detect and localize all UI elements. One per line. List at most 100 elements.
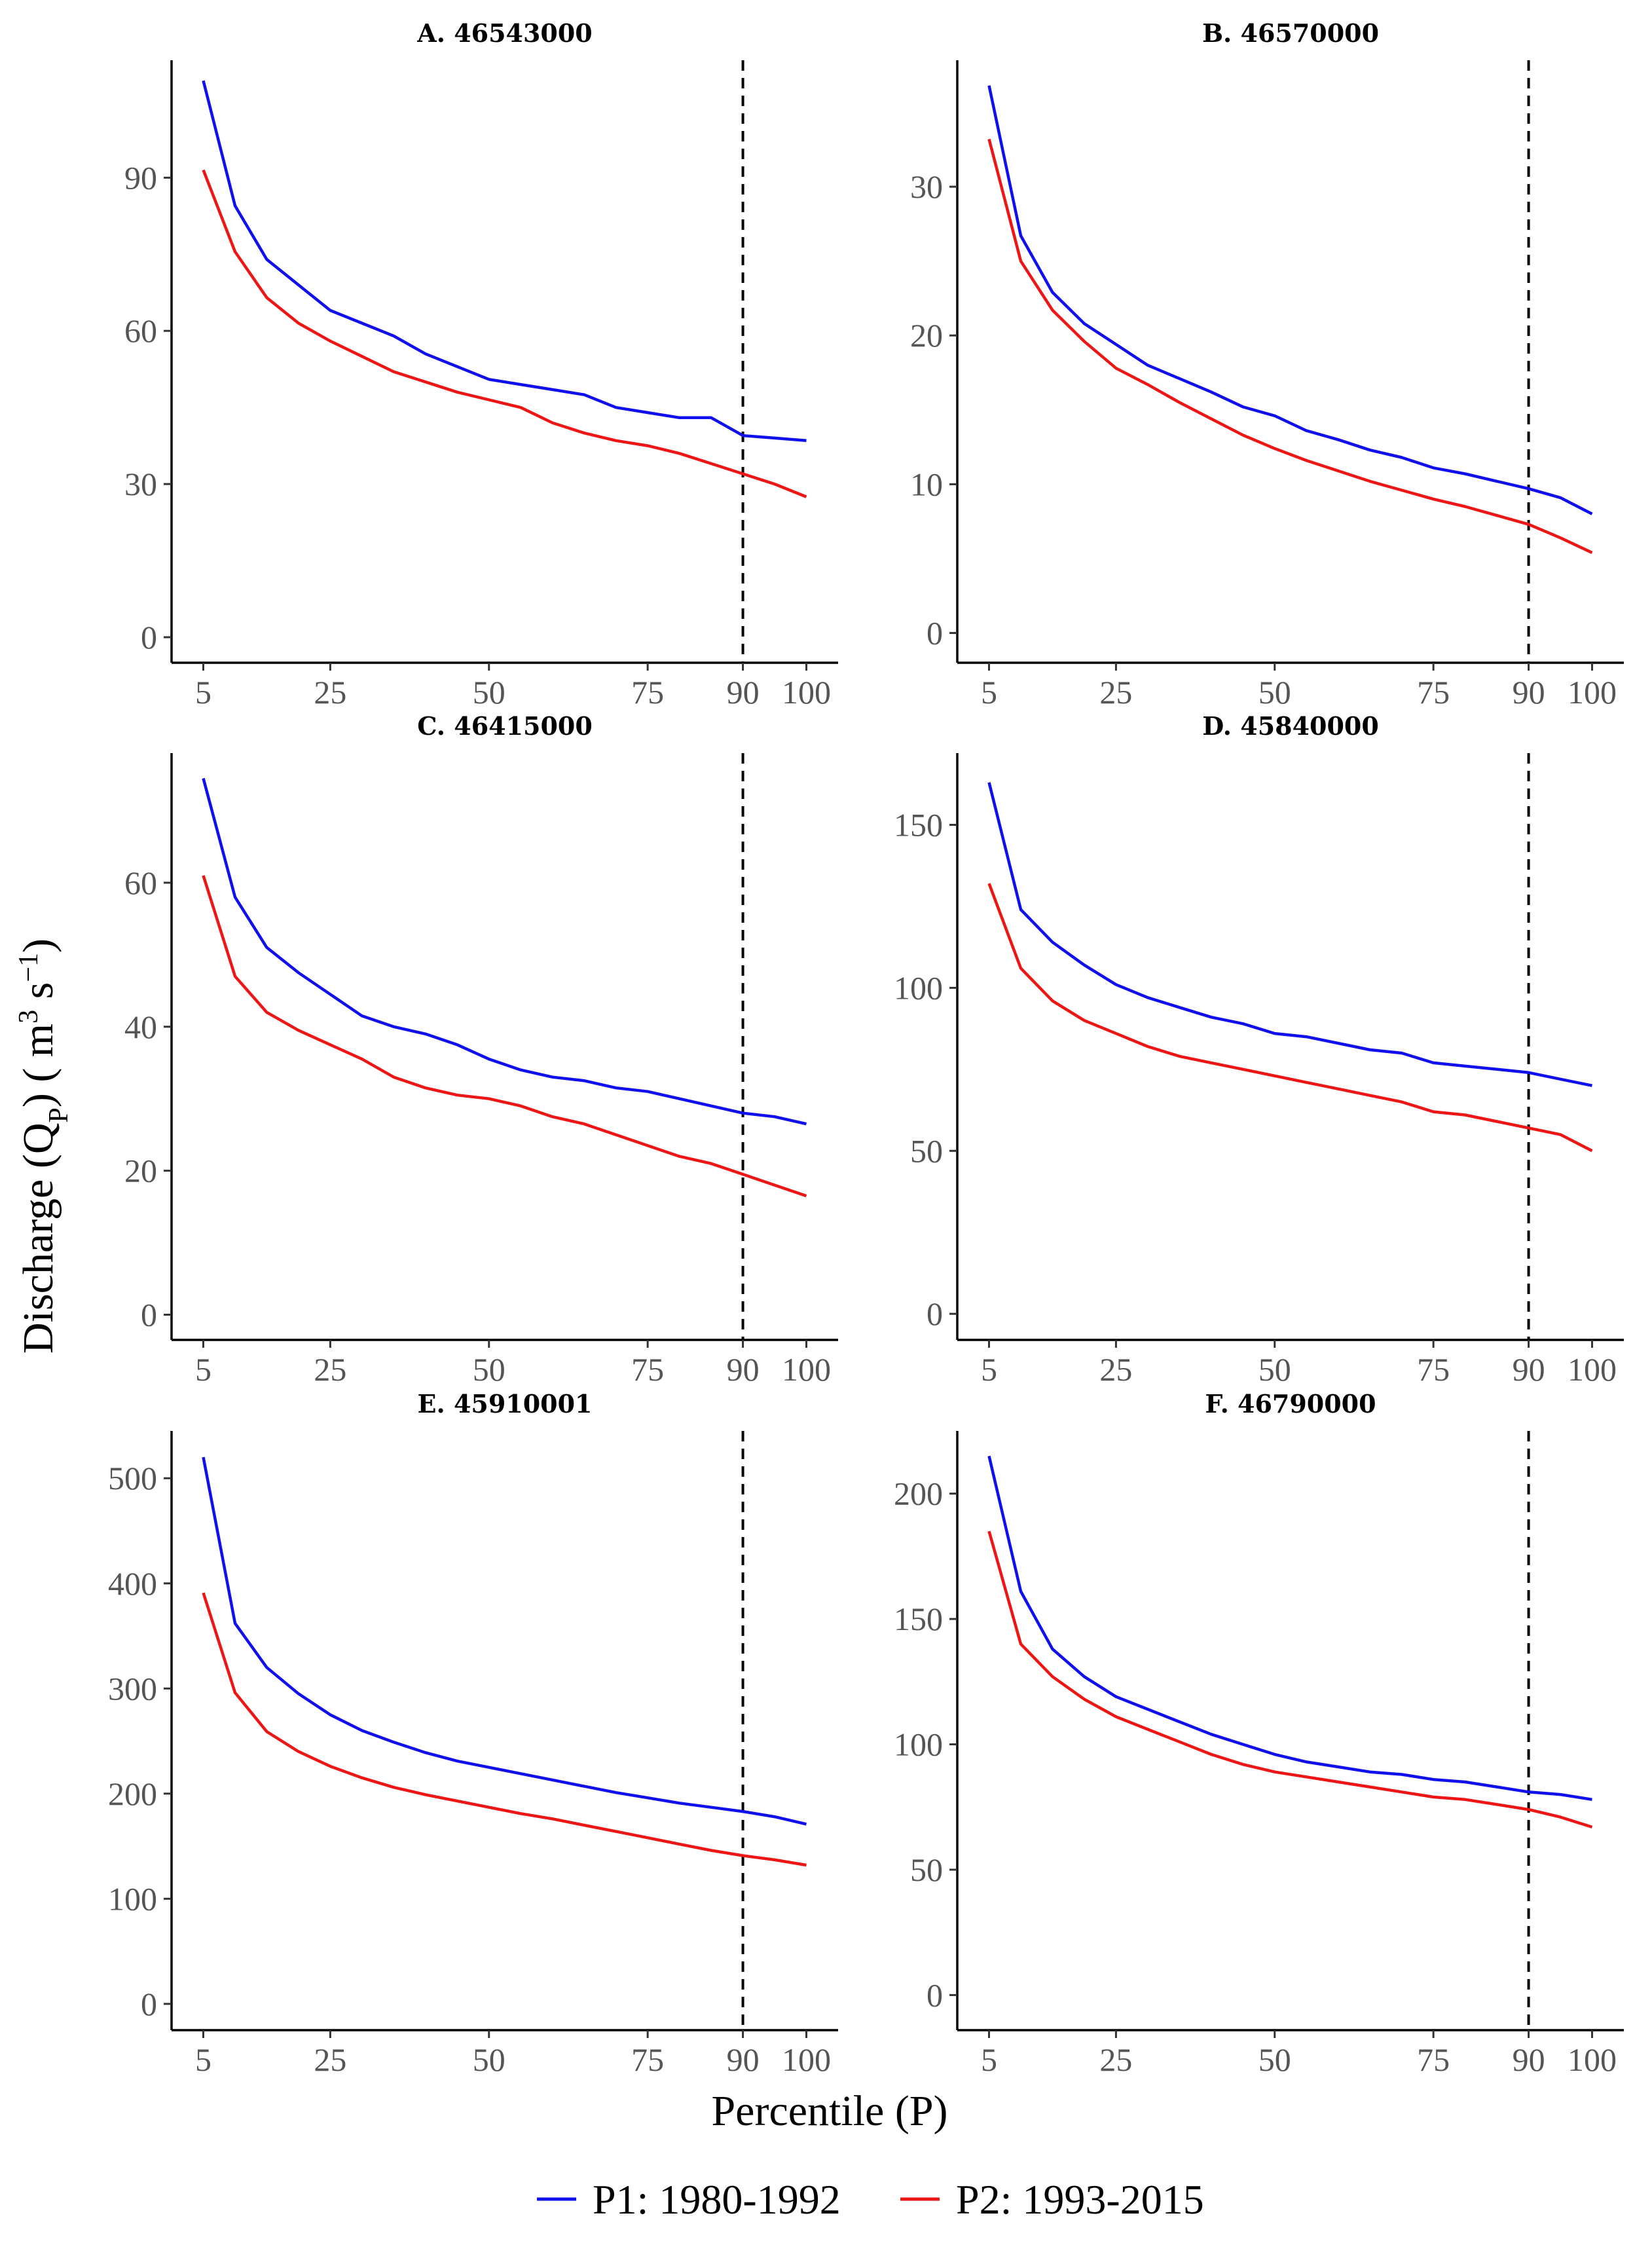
panel-c-xtick-label-90: 90	[727, 1351, 760, 1388]
panel-c-title: C. 46415000	[417, 711, 593, 741]
panel-e-ytick-label-300: 300	[108, 1670, 157, 1707]
panel-b-xtick-label-5: 5	[981, 674, 997, 711]
panel-d-ytick-label-150: 150	[894, 807, 943, 843]
panel-e-xtick-label-50: 50	[473, 2041, 505, 2078]
panel-d-title: D. 45840000	[1202, 711, 1379, 741]
y-axis-title-end: )	[14, 938, 62, 953]
panel-d-ytick-label-0: 0	[927, 1295, 943, 1332]
panel-b-xtick-label-25: 25	[1099, 674, 1132, 711]
panel-f-xtick-label-25: 25	[1099, 2041, 1132, 2078]
panel-d-ytick-label-100: 100	[894, 969, 943, 1006]
panel-b-ytick-label-20: 20	[910, 317, 943, 354]
panel-f-ytick-label-50: 50	[910, 1851, 943, 1888]
panel-d: D. 45840000 0 50 100 150 5 25 50 75 90 100	[894, 711, 1624, 1388]
y-axis-title-mid2: s	[14, 982, 62, 1010]
panel-a: A. 46543000 0 30 60 90 5 25 50 75 90 100	[124, 18, 838, 711]
panel-b-xtick-label-50: 50	[1258, 674, 1291, 711]
y-axis-title: Discharge (QP) ( m3 s−1)	[14, 938, 74, 1354]
panel-e: E. 45910001 0 100 200 300 400 500 5 25 50 75 90 100	[108, 1389, 838, 2078]
panel-a-xtick-label-5: 5	[195, 674, 211, 711]
panel-d-xtick-label-90: 90	[1513, 1351, 1545, 1388]
panel-f-title: F. 46790000	[1205, 1389, 1376, 1418]
panel-f-xtick-label-90: 90	[1513, 2041, 1545, 2078]
panel-f-xtick-label-100: 100	[1568, 2041, 1617, 2078]
panel-d-ytick-label-50: 50	[910, 1132, 943, 1169]
y-axis-title-sub: P	[44, 1107, 74, 1122]
legend: P1: 1980-1992 P2: 1993-2015	[537, 2176, 1204, 2223]
panel-e-title: E. 45910001	[418, 1389, 593, 1418]
panel-d-xtick-label-100: 100	[1568, 1351, 1617, 1388]
panel-c: C. 46415000 0 20 40 60 5 25 50 75 90 100	[124, 711, 838, 1388]
y-axis-title-sup1: 3	[14, 1010, 44, 1024]
panel-c-ytick-label-40: 40	[124, 1009, 157, 1045]
panel-c-xtick-label-5: 5	[195, 1351, 211, 1388]
panel-a-xtick-label-90: 90	[727, 674, 760, 711]
panel-f-xtick-label-75: 75	[1417, 2041, 1450, 2078]
panel-c-series-p2-line	[202, 875, 807, 1198]
panel-c-xtick-label-50: 50	[473, 1351, 505, 1388]
panel-a-ytick-label-60: 60	[124, 312, 157, 349]
panel-c-xtick-label-25: 25	[314, 1351, 346, 1388]
x-axis-title: Percentile (P)	[711, 2087, 947, 2135]
y-axis-title-main: Discharge (Q	[14, 1123, 62, 1354]
panel-e-ytick-label-500: 500	[108, 1460, 157, 1496]
panel-a-xtick-label-50: 50	[473, 674, 505, 711]
panel-d-xtick-label-50: 50	[1258, 1351, 1291, 1388]
panel-b-ytick-label-30: 30	[910, 168, 943, 205]
panel-a-xtick-label-25: 25	[314, 674, 346, 711]
panel-f-ytick-label-200: 200	[894, 1475, 943, 1512]
panel-e-series-p2-line	[202, 1592, 807, 1867]
panel-e-xtick-label-5: 5	[195, 2041, 211, 2078]
panel-f-series-p1-line	[987, 1455, 1592, 1802]
panel-a-ytick-label-30: 30	[124, 466, 157, 502]
panel-a-ytick-label-0: 0	[141, 619, 157, 656]
panel-f-ytick-label-100: 100	[894, 1726, 943, 1763]
panel-c-xtick-label-100: 100	[782, 1351, 831, 1388]
panel-b: B. 46570000 0 10 20 30 5 25 50 75 90 100	[910, 18, 1624, 711]
panel-f-xtick-label-50: 50	[1258, 2041, 1291, 2078]
y-axis-title-sup2: −1	[14, 953, 44, 982]
panel-e-xtick-label-100: 100	[782, 2041, 831, 2078]
panel-b-xtick-label-100: 100	[1568, 674, 1617, 711]
panel-b-ytick-label-0: 0	[927, 615, 943, 652]
panel-b-xtick-label-75: 75	[1417, 674, 1450, 711]
panel-b-title: B. 46570000	[1202, 18, 1379, 48]
panel-e-ytick-label-100: 100	[108, 1880, 157, 1917]
panel-e-ytick-label-400: 400	[108, 1565, 157, 1602]
panel-d-series-p1-line	[987, 782, 1592, 1087]
panel-e-ytick-label-200: 200	[108, 1775, 157, 1812]
panel-f: F. 46790000 0 50 100 150 200 5 25 50 75 90 100	[894, 1389, 1624, 2078]
panel-b-ytick-label-10: 10	[910, 466, 943, 502]
panel-c-ytick-label-20: 20	[124, 1153, 157, 1189]
panel-e-ytick-label-0: 0	[141, 1986, 157, 2022]
panel-b-xtick-label-90: 90	[1513, 674, 1545, 711]
panel-e-series-p1-line	[202, 1456, 807, 1826]
panel-a-ytick-label-90: 90	[124, 159, 157, 196]
legend-label-p2: P2: 1993-2015	[956, 2176, 1204, 2223]
panel-b-series-p2-line	[987, 138, 1593, 554]
panel-a-xtick-label-75: 75	[631, 674, 664, 711]
panel-a-series-p1-line	[202, 80, 807, 443]
panel-c-ytick-label-0: 0	[141, 1297, 157, 1333]
panel-f-series-p2-line	[987, 1530, 1593, 1829]
panel-e-xtick-label-75: 75	[631, 2041, 664, 2078]
panel-e-xtick-label-25: 25	[314, 2041, 346, 2078]
panel-d-xtick-label-75: 75	[1417, 1351, 1450, 1388]
y-axis-title-mid: ) ( m	[14, 1024, 62, 1107]
panel-b-series-p1-line	[987, 85, 1593, 515]
legend-label-p1: P1: 1980-1992	[593, 2176, 841, 2223]
panel-c-xtick-label-75: 75	[631, 1351, 664, 1388]
panel-d-xtick-label-25: 25	[1099, 1351, 1132, 1388]
panel-f-xtick-label-5: 5	[981, 2041, 997, 2078]
panel-d-xtick-label-5: 5	[981, 1351, 997, 1388]
panel-d-series-p2-line	[987, 883, 1593, 1153]
panel-f-ytick-label-150: 150	[894, 1601, 943, 1637]
panel-c-series-p1-line	[202, 777, 807, 1126]
panel-a-xtick-label-100: 100	[782, 674, 831, 711]
panel-e-xtick-label-90: 90	[727, 2041, 760, 2078]
panel-a-series-p2-line	[202, 169, 807, 498]
panel-a-title: A. 46543000	[416, 18, 592, 48]
panel-c-ytick-label-60: 60	[124, 864, 157, 901]
